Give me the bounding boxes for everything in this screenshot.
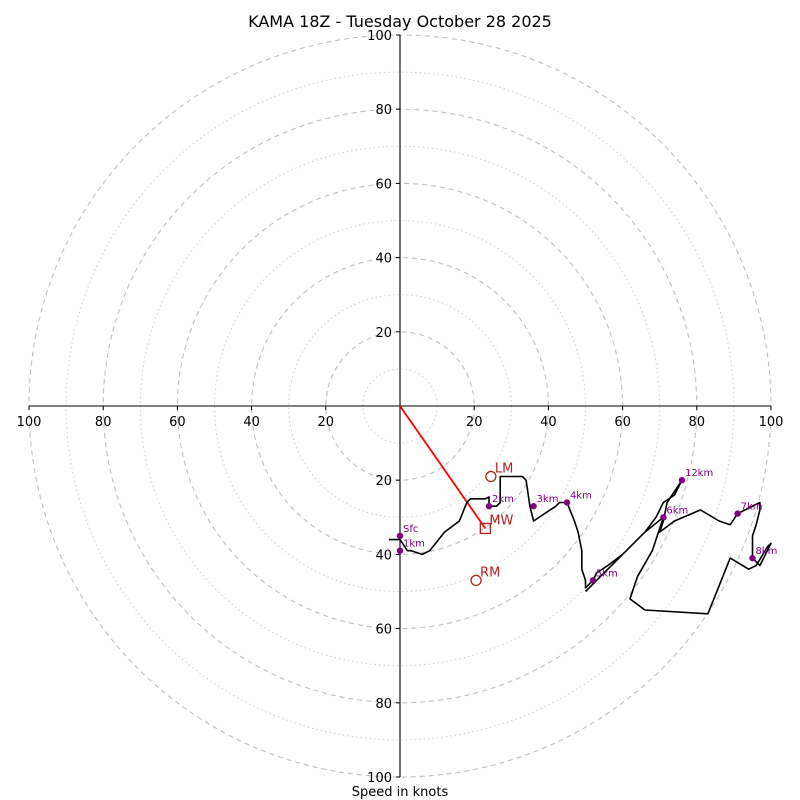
height-markers: Sfc 1km 2km 3km 4km 5km 6km 7km 8km 12km: [396, 468, 777, 584]
y-tick-label: 100: [367, 29, 392, 44]
x-tick-label: 20: [466, 415, 483, 430]
storm-label-rm: RM: [480, 565, 500, 580]
height-label-1km: 1km: [403, 539, 425, 550]
y-tick-label: 60: [375, 177, 392, 192]
x-axis-label: Speed in knots: [352, 785, 449, 800]
height-marker-3km: [530, 502, 537, 510]
storm-marker-mw: [479, 522, 491, 535]
height-label-12km: 12km: [685, 468, 713, 479]
height-marker-8km: [749, 554, 756, 562]
y-tick-label: 60: [375, 623, 392, 638]
height-marker-sfc: [396, 532, 404, 540]
hodograph-trace: [388, 475, 772, 615]
mean-wind-vector: [399, 405, 487, 529]
storm-label-mw: MW: [489, 513, 513, 528]
height-marker-12km: [678, 477, 686, 484]
storm-label-lm: LM: [495, 461, 513, 476]
chart-title: KAMA 18Z - Tuesday October 28 2025: [248, 12, 552, 31]
height-marker-4km: [563, 499, 571, 506]
x-tick-label: 40: [540, 415, 557, 430]
storm-marker-rm: [470, 574, 482, 587]
y-tick-label: 40: [375, 252, 392, 267]
x-tick-label: 100: [17, 415, 42, 430]
x-tick-label: 80: [95, 415, 112, 430]
y-tick-label: 100: [367, 771, 392, 786]
height-label-8km: 8km: [755, 546, 777, 557]
tick-labels: 100 80 60 40 20 20 40 60 80 100 100 80 60 40 20 20 40 60 8…: [17, 29, 784, 786]
y-tick-label: 80: [375, 103, 392, 118]
x-tick-label: 20: [318, 415, 335, 430]
height-label-sfc: Sfc: [403, 524, 418, 535]
height-marker-1km: [396, 547, 404, 554]
height-marker-7km: [734, 510, 741, 517]
height-label-4km: 4km: [570, 490, 592, 501]
x-tick-label: 40: [243, 415, 260, 430]
storm-marker-lm: [485, 470, 497, 483]
hodograph-line: [388, 475, 772, 615]
height-label-7km: 7km: [741, 502, 763, 513]
y-tick-label: 80: [375, 697, 392, 712]
height-marker-2km: [485, 502, 493, 510]
height-label-3km: 3km: [537, 494, 559, 505]
x-tick-label: 100: [759, 415, 784, 430]
x-tick-label: 60: [169, 415, 186, 430]
x-tick-label: 80: [689, 415, 706, 430]
y-tick-label: 20: [375, 474, 392, 489]
y-tick-label: 20: [375, 326, 392, 341]
height-label-2km: 2km: [492, 494, 514, 505]
x-tick-label: 60: [614, 415, 631, 430]
height-marker-5km: [589, 577, 597, 584]
height-label-6km: 6km: [666, 505, 688, 516]
height-label-5km: 5km: [596, 568, 618, 579]
height-marker-6km: [660, 514, 667, 521]
mean-wind-line: [399, 405, 487, 529]
y-tick-label: 40: [375, 548, 392, 563]
storm-motion-markers: LM MW RM: [470, 461, 514, 587]
